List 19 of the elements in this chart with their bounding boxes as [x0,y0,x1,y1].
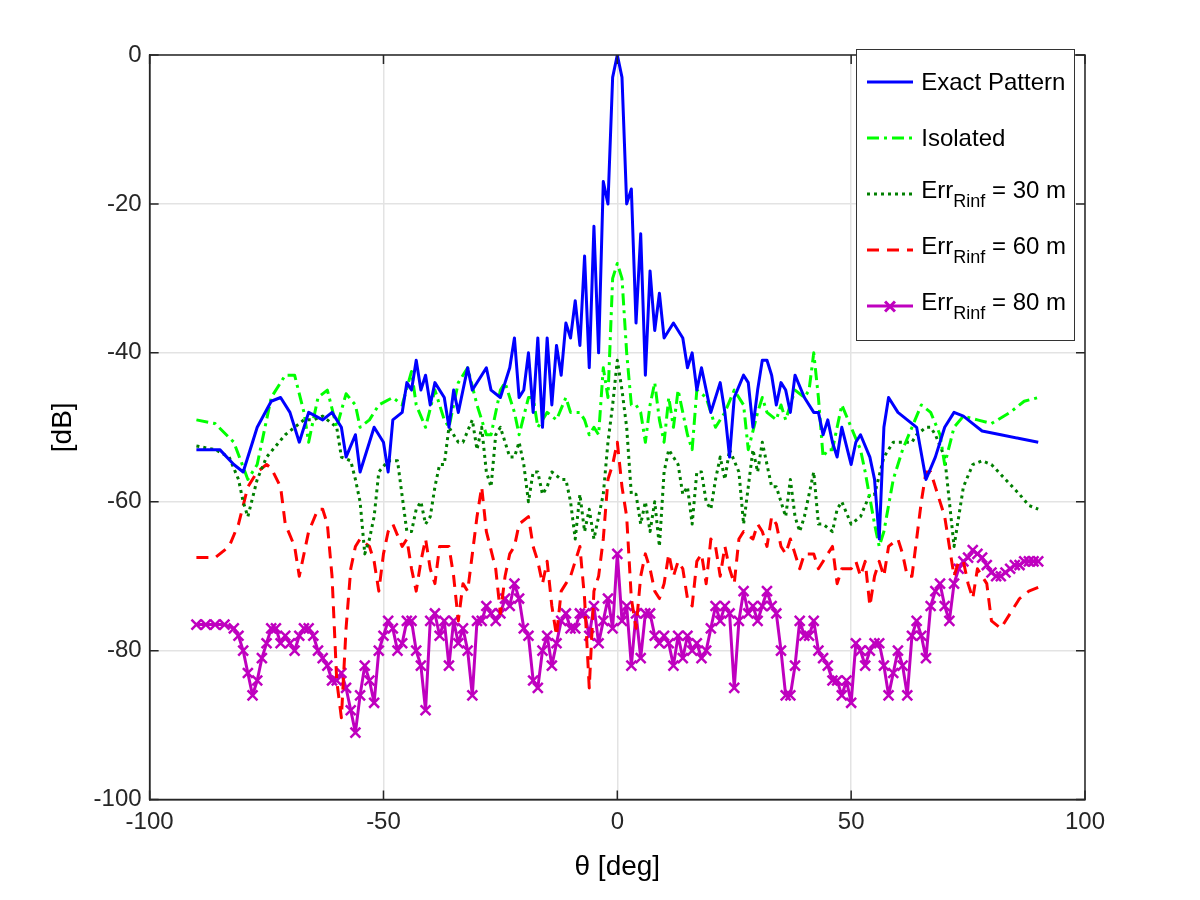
x-tick-label: 0 [610,806,624,834]
x-tick-label: -50 [366,806,401,834]
y-axis-title: [dB] [45,402,77,453]
x-tick-label: 100 [1064,806,1106,834]
line-series [194,261,1040,548]
legend-label: Err$_{R}$$_{inf}$ = 60 m [921,232,1066,268]
y-tick-label: -40 [106,337,142,365]
x-tick-label: 50 [837,806,865,834]
y-tick-label: -60 [106,486,142,514]
y-tick-label: 0 [128,39,142,67]
legend-label: Err$_{R}$$_{inf}$ = 80 m [921,288,1066,324]
line-series [194,358,1040,556]
line-series [194,440,1040,720]
legend-label: Err$_{R}$$_{inf}$ = 30 m [921,176,1066,212]
x-axis-title: θ [deg] [574,849,661,881]
legend-label: Exact Pattern [921,68,1066,96]
y-tick-label: -20 [106,188,142,216]
legend-label: Isolated [921,124,1006,152]
y-tick-label: -80 [106,635,142,663]
